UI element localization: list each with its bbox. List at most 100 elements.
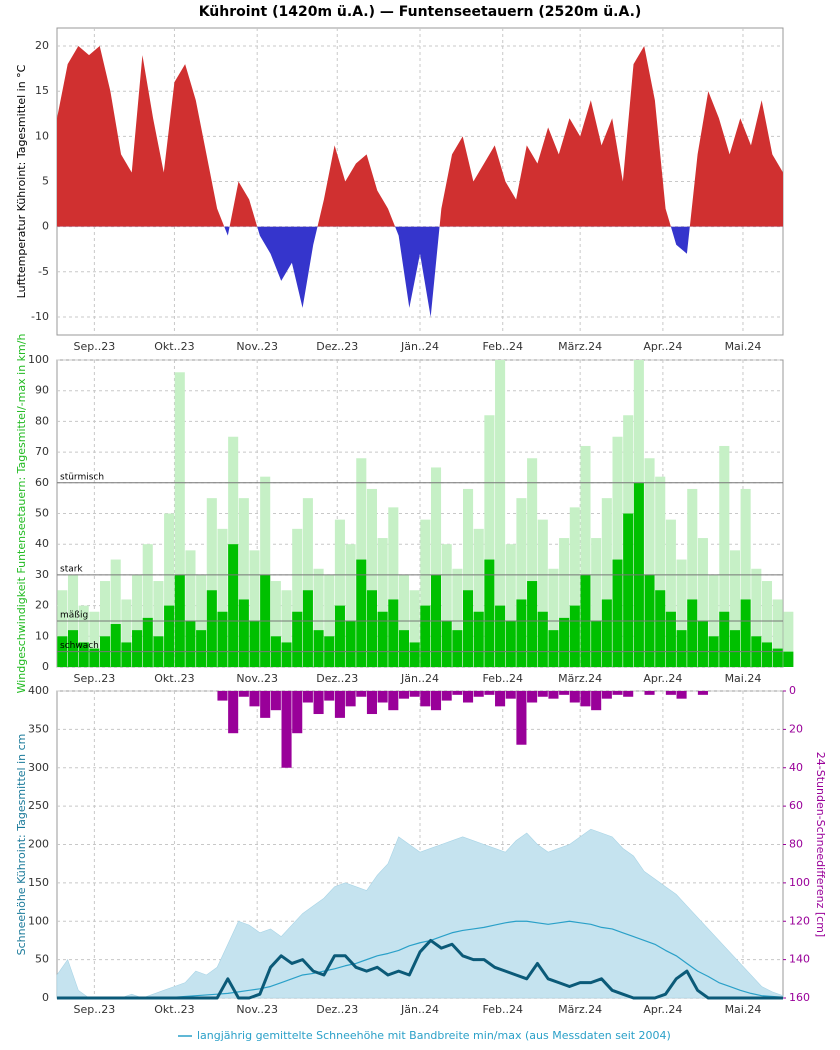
x-tick-label: Sep..23	[74, 340, 116, 353]
bar	[89, 648, 100, 667]
bar	[206, 498, 217, 667]
x-tick-label: Okt..23	[154, 1003, 194, 1016]
y-axis-label: Lufttemperatur Kühroint: Tagesmittel in …	[15, 64, 28, 298]
bar	[430, 691, 442, 711]
y-tick-label: 350	[28, 722, 49, 735]
bar	[591, 691, 602, 711]
bar	[302, 498, 313, 667]
bar	[292, 528, 303, 667]
bar	[409, 691, 420, 697]
bar	[420, 605, 431, 667]
y-tick-label: 60	[35, 476, 49, 489]
bar	[313, 691, 324, 715]
bar	[676, 691, 687, 699]
y-tick-label: 400	[28, 684, 49, 697]
y-tick-label: 0	[42, 220, 49, 233]
x-tick-label: Feb..24	[483, 340, 523, 353]
x-tick-label: Sep..23	[74, 672, 116, 685]
bar	[463, 691, 474, 703]
bar	[260, 476, 271, 667]
x-tick-label: Feb..24	[483, 1003, 523, 1016]
bar	[249, 691, 260, 707]
bar	[292, 691, 303, 734]
y-tick-label: 5	[42, 175, 49, 188]
x-tick-label: Dez..23	[316, 672, 358, 685]
bar	[366, 488, 377, 667]
y-tick-label: 15	[35, 84, 49, 97]
bar	[452, 630, 463, 667]
x-tick-label: März.24	[558, 340, 602, 353]
bar	[537, 519, 548, 667]
bar	[238, 599, 249, 667]
bar	[473, 528, 484, 667]
y-axis-label: Schneehöhe Kühroint: Tagesmittel in cm	[15, 734, 28, 956]
bar	[569, 605, 580, 667]
bar	[548, 568, 559, 667]
bar	[185, 550, 196, 667]
bar	[249, 550, 260, 667]
bar	[356, 559, 367, 667]
y2-tick-label: 60	[789, 799, 803, 812]
bar	[377, 538, 388, 667]
y-tick-label: 20	[35, 39, 49, 52]
x-tick-label: Jän..24	[400, 340, 439, 353]
bar	[260, 691, 271, 718]
x-tick-label: Dez..23	[316, 1003, 358, 1016]
bar	[580, 445, 591, 667]
x-tick-label: Nov..23	[236, 340, 278, 353]
bar	[281, 691, 292, 768]
y2-tick-label: 0	[789, 684, 796, 697]
x-tick-label: Jän..24	[400, 672, 439, 685]
bar	[484, 691, 495, 695]
y2-tick-label: 100	[789, 876, 810, 889]
area	[224, 226, 690, 317]
bar	[313, 630, 324, 667]
bar	[206, 590, 217, 667]
bar	[601, 498, 612, 667]
bar	[388, 599, 399, 667]
y-tick-label: 90	[35, 384, 49, 397]
x-tick-label: Okt..23	[154, 672, 194, 685]
bar	[132, 630, 143, 667]
bar	[398, 630, 410, 667]
bar	[505, 691, 516, 699]
bar	[366, 590, 377, 667]
threshold-label: mäßig	[60, 610, 88, 620]
bar	[110, 559, 121, 667]
bar	[121, 599, 132, 667]
bar	[580, 691, 591, 707]
bar	[345, 691, 356, 707]
bar	[174, 372, 185, 667]
bar	[110, 624, 121, 667]
bar	[185, 620, 196, 667]
y2-axis-label: 24-Stunden-Schneedifferenz [cm]	[814, 752, 827, 937]
bar	[281, 642, 292, 667]
bar	[334, 519, 345, 667]
bar	[772, 648, 783, 667]
y-tick-label: 30	[35, 568, 49, 581]
y-tick-label: 150	[28, 876, 49, 889]
bar	[697, 538, 708, 667]
y-tick-label: 50	[35, 953, 49, 966]
bar	[281, 590, 292, 667]
bar	[377, 611, 388, 667]
x-tick-label: Mai.24	[725, 672, 762, 685]
bar	[783, 651, 794, 667]
bar	[121, 642, 132, 667]
bar	[495, 360, 506, 667]
bar	[324, 691, 335, 701]
bar	[740, 488, 751, 667]
bar	[142, 617, 153, 667]
bar	[697, 620, 708, 667]
x-tick-label: Mai.24	[725, 340, 762, 353]
bar	[505, 620, 516, 667]
legend-label: langjährig gemittelte Schneehöhe mit Ban…	[197, 1029, 671, 1042]
bar	[302, 590, 313, 667]
bar	[238, 498, 249, 667]
y2-tick-label: 120	[789, 914, 810, 927]
x-tick-label: Nov..23	[236, 1003, 278, 1016]
bar	[164, 513, 175, 667]
x-tick-label: Nov..23	[236, 672, 278, 685]
bar	[783, 611, 794, 667]
